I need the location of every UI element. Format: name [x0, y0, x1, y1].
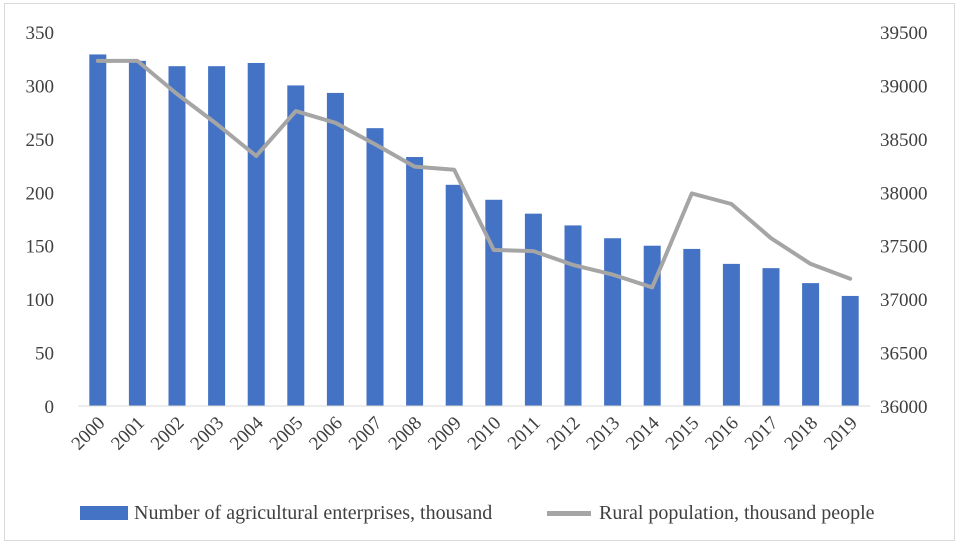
bar — [722, 263, 740, 406]
x-tick-label: 2017 — [741, 413, 783, 455]
x-tick-label: 2006 — [305, 413, 347, 455]
x-tick-label: 2011 — [504, 413, 545, 454]
legend: Number of agricultural enterprises, thou… — [0, 498, 961, 528]
bar — [89, 54, 107, 406]
x-tick-label: 2019 — [820, 413, 862, 455]
legend-swatch-bars — [80, 506, 128, 520]
left-axis-ticks: 0 50 100 150 200 250 300 350 — [26, 23, 55, 418]
x-tick-label: 2001 — [107, 413, 149, 455]
left-tick-label: 150 — [26, 237, 55, 258]
right-tick-label: 38500 — [880, 130, 928, 151]
left-tick-label: 300 — [26, 76, 55, 97]
left-tick-label: 200 — [26, 183, 55, 204]
bar — [208, 66, 226, 407]
left-tick-label: 100 — [26, 290, 55, 311]
legend-label-bars: Number of agricultural enterprises, thou… — [134, 501, 493, 524]
x-tick-label: 2016 — [701, 413, 743, 455]
line-series — [95, 58, 853, 290]
x-tick-label: 2000 — [68, 413, 110, 455]
bar — [445, 184, 463, 406]
right-tick-label: 39500 — [880, 23, 928, 44]
chart-frame — [4, 3, 955, 541]
right-axis-ticks: 36000 36500 37000 37500 38000 38500 39000 39500 — [880, 23, 928, 418]
legend-swatch-line — [547, 510, 591, 516]
bar — [168, 66, 186, 407]
x-tick-label: 2003 — [186, 413, 228, 455]
left-tick-label: 350 — [26, 23, 55, 44]
x-tick-label: 2005 — [266, 413, 308, 455]
x-axis-ticks: 2000200120022003200420052006200720082009… — [68, 412, 862, 454]
bar-series — [89, 54, 859, 407]
right-tick-label: 37500 — [880, 237, 928, 258]
bar — [683, 248, 701, 406]
x-tick-label: 2007 — [345, 413, 387, 455]
bar — [485, 199, 503, 406]
legend-item-line: Rural population, thousand people — [547, 498, 875, 528]
bar — [841, 295, 859, 406]
x-tick-label: 2015 — [662, 413, 704, 455]
x-tick-label: 2010 — [464, 413, 506, 455]
bar — [524, 213, 542, 406]
x-tick-label: 2004 — [226, 412, 268, 454]
bar — [326, 92, 344, 406]
legend-label-line: Rural population, thousand people — [599, 501, 875, 524]
bar — [802, 283, 820, 406]
right-tick-label: 39000 — [880, 76, 928, 97]
bar — [247, 62, 265, 406]
x-tick-label: 2009 — [424, 413, 466, 455]
legend-item-bars: Number of agricultural enterprises, thou… — [80, 498, 492, 528]
left-tick-label: 50 — [35, 344, 54, 365]
left-tick-label: 250 — [26, 130, 55, 151]
bar — [287, 85, 305, 406]
x-tick-label: 2014 — [622, 412, 664, 454]
bar — [406, 157, 424, 406]
right-tick-label: 36000 — [880, 397, 928, 418]
x-tick-label: 2018 — [780, 413, 822, 455]
x-tick-label: 2002 — [147, 413, 189, 455]
bar — [604, 238, 622, 406]
bar — [366, 128, 384, 406]
bar — [128, 60, 146, 406]
x-tick-label: 2012 — [543, 413, 585, 455]
bar — [564, 225, 582, 406]
right-tick-label: 38000 — [880, 183, 928, 204]
x-tick-label: 2008 — [384, 413, 426, 455]
right-tick-label: 37000 — [880, 290, 928, 311]
bar — [762, 268, 780, 406]
rural-population-line — [95, 58, 853, 290]
x-tick-label: 2013 — [582, 413, 624, 455]
right-tick-label: 36500 — [880, 344, 928, 365]
left-tick-label: 0 — [45, 397, 55, 418]
